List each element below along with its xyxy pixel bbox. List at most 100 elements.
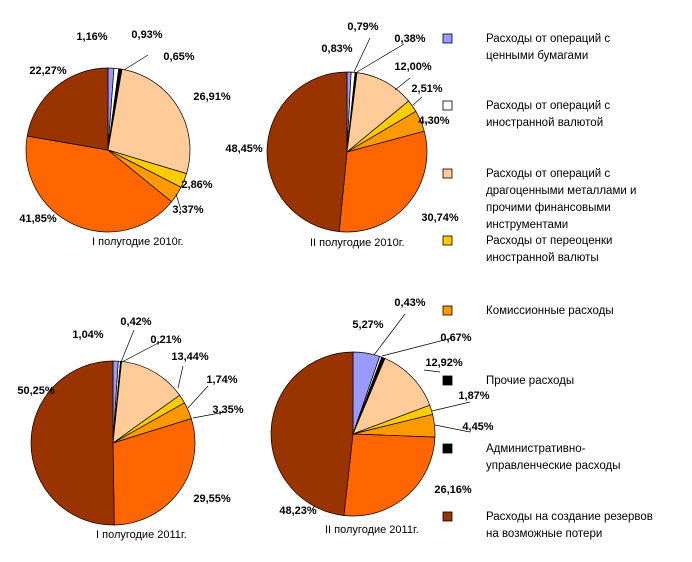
- slice-label: 0,38%: [394, 33, 425, 45]
- leader-line: [177, 365, 184, 389]
- slice-label: 5,27%: [352, 319, 383, 331]
- pie-chart-2: 0,83% 0,79% 0,38% 12,00% 2,51% 4,30% 30,74% 48,…: [225, 21, 459, 249]
- legend-item: Расходы от операций с иностранной валютой: [442, 100, 610, 129]
- legend-label: Административно-: [486, 443, 586, 455]
- legend-item: Комиссионные расходы: [442, 305, 614, 317]
- legend-swatch: [442, 100, 453, 111]
- legend-swatch: [442, 305, 453, 316]
- slice-label: 3,37%: [172, 204, 203, 216]
- legend-swatch: [442, 168, 453, 179]
- leader-line: [353, 37, 371, 73]
- legend-swatch: [442, 33, 453, 44]
- legend-label: Прочие расходы: [486, 375, 574, 387]
- legend-label: драгоценными металлами и: [486, 185, 636, 197]
- legend-item: Расходы на создание резервов на возможные…: [442, 511, 653, 540]
- pie-caption: II полугодие 2011г.: [325, 524, 419, 536]
- leader-line: [187, 385, 209, 409]
- slice-label: 1,74%: [206, 374, 237, 386]
- slice-label: 0,42%: [120, 316, 151, 328]
- legend-swatch: [442, 235, 453, 246]
- pie-chart-3: 1,04% 0,42% 0,21% 13,44% 1,74% 3,35% 29,55% 50,…: [17, 316, 243, 541]
- legend-swatch: [442, 443, 453, 454]
- legend-label: иностранной валюты: [486, 252, 599, 264]
- leader-line: [120, 329, 135, 363]
- leader-line: [434, 424, 471, 433]
- slice-label: 48,45%: [225, 143, 263, 155]
- slice-label: 26,91%: [193, 91, 231, 103]
- pie-slice: [346, 72, 410, 153]
- pie-chart-4: 5,27% 0,43% 0,67% 12,92% 1,87% 4,45% 26,16% 48,…: [270, 297, 494, 536]
- slice-label: 0,67%: [440, 332, 471, 344]
- pie-charts-group: 1,16% 0,93%0,65% 26,91% 2,86% 3,37% 41,85% 22,…: [17, 21, 493, 541]
- pie-caption: I полугодие 2010г.: [92, 236, 183, 248]
- pie-slice: [107, 68, 191, 175]
- pie-slice: [25, 135, 173, 233]
- legend-swatch: [442, 375, 453, 386]
- legend-label: на возможные потери: [486, 528, 602, 540]
- pie-chart-1: 1,16% 0,93%0,65% 26,91% 2,86% 3,37% 41,85% 22,…: [19, 29, 231, 248]
- legend-label: Комиссионные расходы: [486, 305, 614, 317]
- pie-slice: [30, 360, 115, 526]
- leader-line: [356, 43, 405, 73]
- pie-slice: [338, 130, 428, 233]
- slice-label: 0,83%: [321, 43, 352, 55]
- legend-swatch: [442, 511, 453, 522]
- pie-slice: [343, 433, 436, 517]
- leader-line: [175, 193, 182, 211]
- legend-label: инструментами: [486, 219, 568, 231]
- slice-label: 48,23%: [279, 505, 317, 517]
- slice-label: 13,44%: [171, 351, 209, 363]
- legend-item: Расходы от операций с ценными бумагами: [442, 33, 610, 62]
- leader-line: [394, 77, 411, 91]
- leader-line: [381, 337, 453, 357]
- slice-label: 0,21%: [150, 334, 181, 346]
- slice-label: 22,27%: [29, 65, 67, 77]
- leader-line: [123, 54, 149, 71]
- legend-item: Прочие расходы: [442, 375, 574, 387]
- legend-label: Расходы от операций с: [486, 168, 610, 180]
- pie-slice: [266, 71, 348, 233]
- pie-caption: I полугодие 2011г.: [96, 529, 187, 541]
- pie-caption: II полугодие 2010г.: [310, 237, 405, 249]
- slice-label: 0,79%: [347, 21, 378, 33]
- legend-label: Расходы от операций с: [486, 33, 610, 45]
- slice-label: 0,93%: [131, 29, 162, 41]
- legend-label: Расходы на создание резервов: [486, 511, 653, 523]
- legend-label: иностранной валютой: [486, 117, 603, 129]
- legend-label: ценными бумагами: [486, 50, 588, 62]
- legend-item: Расходы от переоценки иностранной валюты: [442, 235, 612, 264]
- legend-label: прочими финансовыми: [486, 202, 611, 214]
- leader-line: [412, 96, 423, 106]
- slice-label: 1,04%: [72, 329, 103, 341]
- leader-line: [192, 411, 226, 419]
- slice-label: 4,30%: [418, 115, 449, 127]
- legend-label: Расходы от переоценки: [486, 235, 612, 247]
- slice-label: 26,16%: [434, 484, 472, 496]
- slice-label: 0,65%: [163, 51, 194, 63]
- slice-label: 1,87%: [458, 390, 489, 402]
- leader-line: [121, 340, 163, 363]
- slice-label: 1,16%: [76, 31, 107, 43]
- slice-label: 41,85%: [19, 213, 57, 225]
- legend-label: Расходы от операций с: [486, 100, 610, 112]
- pie-slice: [270, 351, 354, 516]
- slice-label: 29,55%: [193, 493, 231, 505]
- slice-label: 2,86%: [181, 179, 212, 191]
- legend-item: Расходы от операций с драгоценными металл…: [442, 168, 636, 231]
- slice-label: 4,45%: [462, 421, 493, 433]
- legend-label: управленческие расходы: [486, 460, 621, 472]
- pie-slice: [352, 358, 431, 435]
- pie-slice: [26, 67, 109, 151]
- slice-label: 30,74%: [421, 212, 459, 224]
- pie-slice: [112, 361, 181, 444]
- slice-label: 50,25%: [17, 385, 55, 397]
- legend-item: Административно-управленческие расходы: [442, 443, 621, 472]
- pie-slice: [112, 418, 196, 526]
- leader-line: [373, 313, 406, 356]
- slice-label: 2,51%: [411, 83, 442, 95]
- slice-label: 0,43%: [394, 297, 425, 309]
- leader-line: [423, 369, 441, 373]
- slice-label: 3,35%: [212, 404, 243, 416]
